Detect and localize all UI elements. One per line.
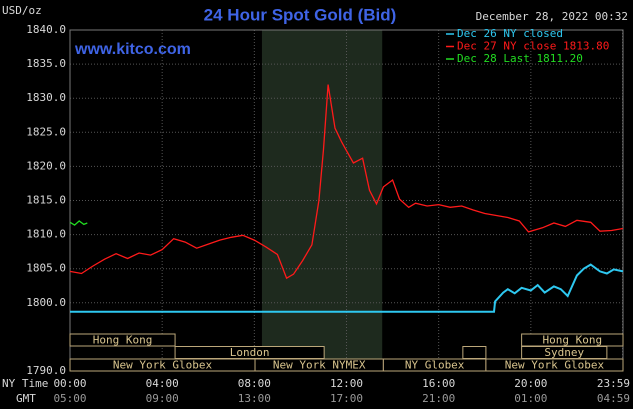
y-tick-label: 1790.0 bbox=[26, 364, 66, 377]
x-tick-label: 12:00 bbox=[330, 377, 363, 390]
session-box bbox=[69, 333, 176, 347]
gmt-tick-label: 09:00 bbox=[146, 392, 179, 405]
y-tick-label: 1815.0 bbox=[26, 194, 66, 207]
y-tick-label: 1830.0 bbox=[26, 91, 66, 104]
gmt-tick-label: 05:00 bbox=[53, 392, 86, 405]
gmt-tick-label: 17:00 bbox=[330, 392, 363, 405]
x-tick-label: 00:00 bbox=[53, 377, 86, 390]
y-tick-label: 1805.0 bbox=[26, 262, 66, 275]
gmt-tick-label: 21:00 bbox=[422, 392, 455, 405]
session-label: NY Globex bbox=[405, 359, 465, 372]
legend-label: Dec 26 NY closed bbox=[457, 27, 563, 40]
chart-title: 24 Hour Spot Gold (Bid) bbox=[204, 5, 397, 24]
y-tick-label: 1820.0 bbox=[26, 159, 66, 172]
legend-label: Dec 28 Last 1811.20 bbox=[457, 52, 583, 65]
y-tick-label: 1825.0 bbox=[26, 125, 66, 138]
x-tick-label: 23:59 bbox=[597, 377, 630, 390]
gmt-tick-label: 13:00 bbox=[238, 392, 271, 405]
session-label: Hong Kong bbox=[93, 334, 153, 347]
gmt-tick-label: 04:59 bbox=[597, 392, 630, 405]
x-tick-label: 08:00 bbox=[238, 377, 271, 390]
session-label: Hong Kong bbox=[543, 334, 603, 347]
y-tick-label: 1840.0 bbox=[26, 23, 66, 36]
series-line bbox=[69, 84, 624, 280]
x-tick-label: 20:00 bbox=[514, 377, 547, 390]
x-label-top: NY Time bbox=[2, 377, 48, 390]
x-tick-label: 16:00 bbox=[422, 377, 455, 390]
series-line bbox=[69, 220, 88, 226]
session-box bbox=[462, 346, 487, 359]
y-tick-label: 1810.0 bbox=[26, 228, 66, 241]
y-tick-label: 1835.0 bbox=[26, 57, 66, 70]
session-label: New York Globex bbox=[113, 359, 213, 372]
gmt-tick-label: 01:00 bbox=[514, 392, 547, 405]
session-label: Sydney bbox=[544, 346, 584, 359]
session-label: New York Globex bbox=[505, 359, 605, 372]
watermark: www.kitco.com bbox=[74, 41, 191, 58]
y-tick-label: 1800.0 bbox=[26, 296, 66, 309]
timestamp: December 28, 2022 00:32 bbox=[476, 10, 628, 23]
unit-label: USD/oz bbox=[2, 4, 42, 17]
session-box bbox=[485, 358, 624, 372]
series-line bbox=[70, 263, 624, 313]
session-label: London bbox=[230, 346, 270, 359]
x-tick-label: 04:00 bbox=[146, 377, 179, 390]
legend-label: Dec 27 NY close 1813.80 bbox=[457, 40, 609, 53]
session-label: New York NYMEX bbox=[273, 359, 366, 372]
x-label-bottom: GMT bbox=[16, 392, 36, 405]
